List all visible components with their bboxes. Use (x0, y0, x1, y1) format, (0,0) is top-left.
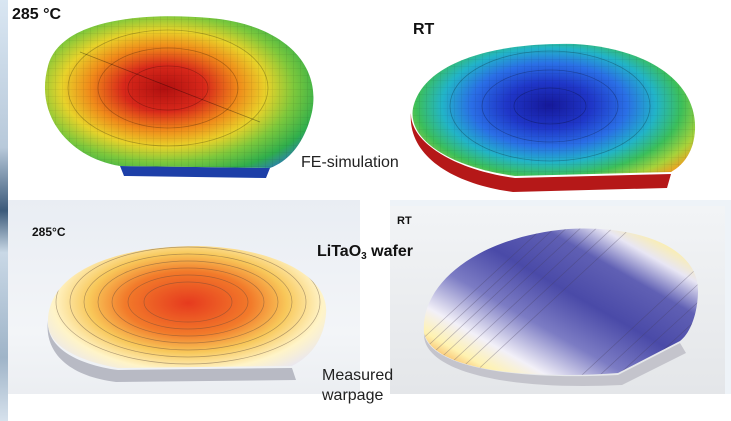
measured-wafer-285c (47, 246, 327, 382)
label-285c-simulation: 285 °C (12, 6, 62, 23)
bottom-divider (360, 200, 390, 421)
measured-wafer-rt-edge (423, 333, 686, 386)
label-rt-simulation: RT (413, 21, 435, 38)
sim-wafer-rt-edge (410, 112, 671, 192)
material-subscript: 3 (361, 251, 367, 262)
material-suffix: wafer (366, 243, 413, 260)
label-rt-measured: RT (397, 215, 412, 227)
sim-wafer-285c-edge (120, 166, 270, 178)
measured-wafer-285c-edge (47, 320, 296, 382)
measured-caption: Measured warpage (322, 367, 394, 404)
material-label: LiTaO3 wafer (317, 243, 413, 262)
sim-wafer-285c (44, 16, 314, 178)
bottom-strip (8, 394, 731, 421)
left-edge-strip (0, 0, 8, 421)
sim-wafer-rt (410, 43, 696, 192)
simulation-caption: FE-simulation (301, 154, 399, 171)
measured-wafer-rt (423, 228, 699, 386)
material-prefix: LiTaO (317, 243, 362, 260)
label-285c-measured: 285°C (32, 225, 66, 239)
